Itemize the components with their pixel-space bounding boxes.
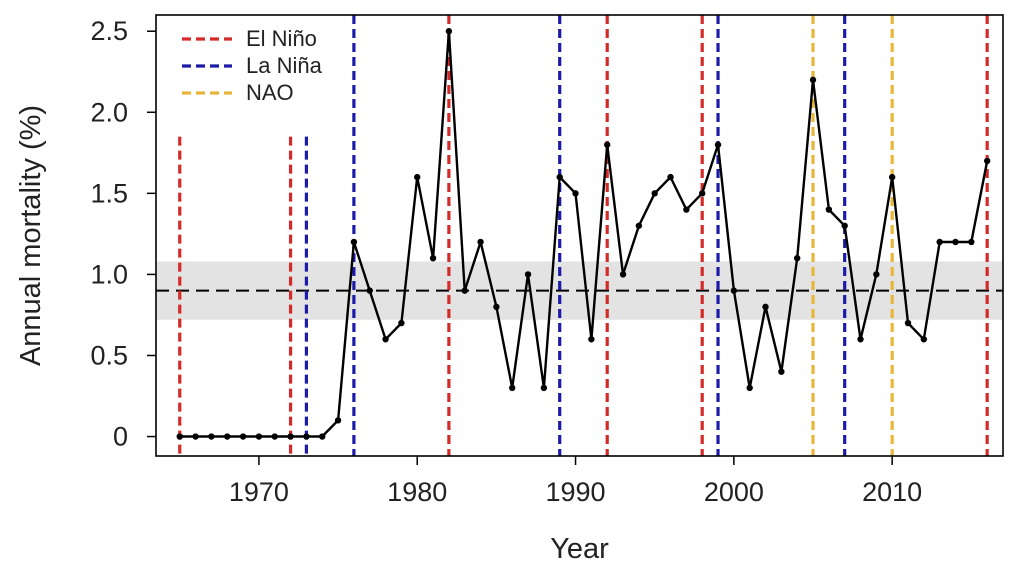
data-point — [952, 238, 959, 246]
y-tick-label: 1.0 — [90, 259, 128, 289]
data-point — [683, 206, 690, 213]
data-point — [936, 238, 943, 246]
y-axis-label: Annual mortality (%) — [15, 105, 47, 366]
y-tick-label: 0 — [113, 422, 128, 452]
data-point — [303, 433, 310, 440]
x-axis-label: Year — [550, 533, 609, 565]
data-point — [208, 433, 215, 440]
data-point — [888, 173, 896, 181]
plot-frame — [155, 14, 1004, 457]
legend-label: El Niño — [246, 26, 317, 51]
x-tick-label: 1970 — [229, 477, 289, 507]
data-point — [540, 384, 548, 392]
x-tick-label: 1990 — [546, 477, 606, 507]
data-point — [398, 319, 405, 327]
x-tick-label: 2000 — [704, 477, 764, 507]
data-point — [635, 222, 643, 229]
data-point — [809, 76, 817, 84]
data-point — [350, 238, 358, 246]
x-tick-label: 2010 — [862, 477, 922, 507]
data-point — [461, 287, 468, 294]
data-point — [825, 206, 833, 213]
data-point — [730, 287, 738, 294]
data-point — [698, 190, 706, 197]
data-point — [651, 190, 658, 197]
data-point — [271, 433, 278, 440]
data-point — [524, 271, 532, 278]
data-point — [429, 254, 437, 262]
data-point — [556, 173, 563, 181]
y-tick-label: 0.5 — [90, 340, 128, 370]
y-tick-label: 2.5 — [90, 16, 128, 46]
data-point — [176, 433, 183, 440]
data-point — [857, 336, 864, 343]
data-point — [445, 28, 453, 35]
data-point — [793, 254, 801, 262]
data-point — [477, 238, 484, 246]
data-point — [319, 433, 326, 440]
data-point — [714, 141, 722, 148]
data-point — [493, 303, 500, 311]
data-point — [762, 303, 769, 311]
data-point — [192, 433, 199, 440]
data-point — [334, 417, 342, 424]
data-point — [619, 271, 627, 278]
data-point — [968, 238, 975, 246]
data-point — [239, 433, 247, 440]
data-point — [414, 173, 421, 181]
y-tick-label: 2.0 — [90, 97, 128, 127]
data-point — [873, 271, 880, 278]
data-point — [983, 157, 991, 165]
data-point — [287, 433, 294, 440]
data-point — [778, 368, 785, 375]
data-point — [509, 384, 516, 392]
x-axis-ticks: 1970 1980 1990 2000 2010 — [229, 456, 922, 507]
data-point — [841, 222, 848, 229]
legend-label: NAO — [246, 80, 294, 105]
data-point — [572, 190, 579, 197]
data-point — [920, 336, 928, 343]
data-point — [366, 287, 373, 294]
plot-area — [156, 15, 1003, 456]
data-point — [382, 336, 389, 343]
data-point — [588, 336, 595, 343]
data-point — [255, 433, 263, 440]
data-point — [224, 433, 231, 440]
y-tick-label: 1.5 — [90, 178, 128, 208]
data-point — [604, 141, 611, 148]
data-point — [667, 173, 674, 181]
legend-label: La Niña — [246, 53, 323, 78]
y-axis-ticks: 0 0.5 1.0 1.5 2.0 2.5 — [90, 16, 156, 452]
data-series-line — [179, 30, 989, 438]
data-point — [746, 384, 753, 392]
data-point — [904, 319, 912, 327]
x-tick-label: 1980 — [387, 477, 447, 507]
